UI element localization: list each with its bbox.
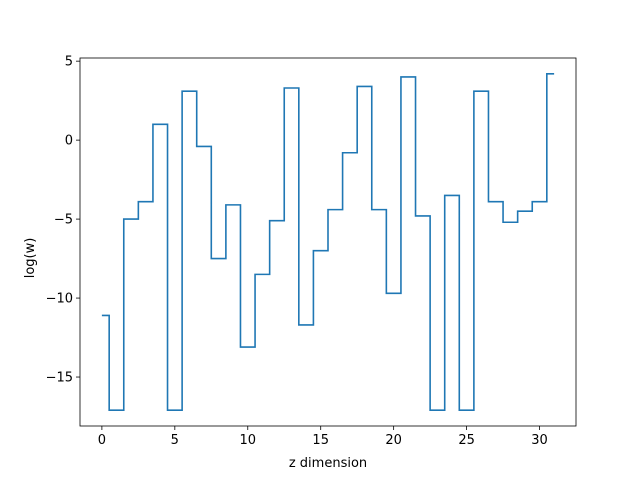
y-axis-label: log(w): [23, 238, 38, 279]
x-tick-label: 30: [531, 433, 548, 448]
y-tick-label: −10: [46, 292, 73, 307]
axes: 0 5 10 15 20 25 30 5 0 −5 −10 −15: [46, 55, 577, 448]
x-tick-label: 25: [458, 433, 475, 448]
x-tick-label: 0: [98, 433, 106, 448]
plot-area: [101, 72, 555, 412]
y-tick-label: −5: [54, 213, 73, 228]
y-tick-label: −15: [46, 371, 73, 386]
x-axis-label: z dimension: [289, 456, 367, 471]
y-tick-label: 0: [65, 134, 73, 149]
x-tick-label: 15: [312, 433, 329, 448]
x-tick-label: 10: [239, 433, 256, 448]
x-tick-label: 20: [385, 433, 402, 448]
y-tick-label: 5: [65, 55, 73, 70]
series-line: [101, 72, 555, 412]
axes-frame: [79, 57, 577, 427]
x-tick-label: 5: [171, 433, 179, 448]
